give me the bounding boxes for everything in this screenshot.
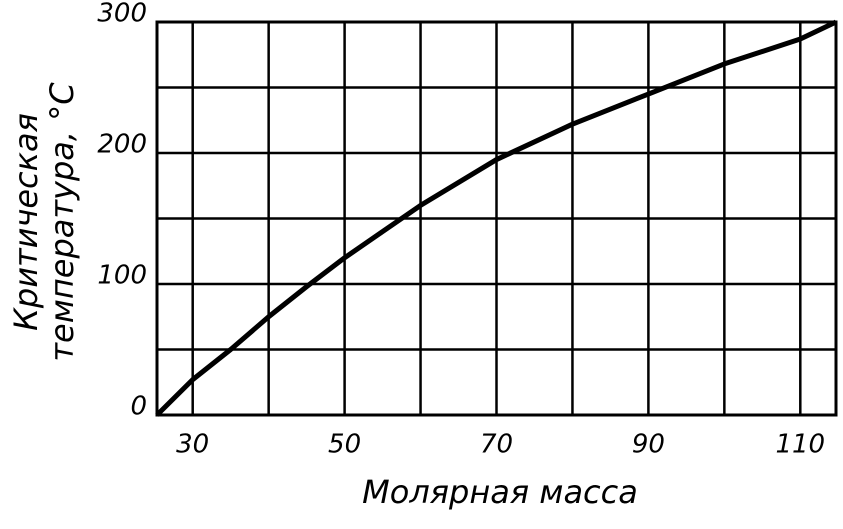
data-line [155, 19, 838, 417]
y-axis-label-line: Критическая [7, 113, 45, 331]
y-tick-label: 300 [97, 0, 147, 29]
x-tick-label: 30 [176, 430, 209, 460]
y-axis-label: Критическая температура, °С [7, 82, 81, 362]
y-axis-label-line: температура, °С [43, 82, 81, 362]
y-tick-label: 100 [97, 261, 147, 291]
x-tick-label: 90 [632, 430, 665, 460]
x-axis-label: Молярная масса [362, 473, 638, 511]
x-tick-label: 50 [328, 430, 361, 460]
y-tick-label: 200 [97, 130, 147, 160]
y-tick-label: 0 [130, 392, 147, 422]
x-tick-label: 70 [480, 430, 513, 460]
x-tick-label: 110 [775, 430, 825, 460]
